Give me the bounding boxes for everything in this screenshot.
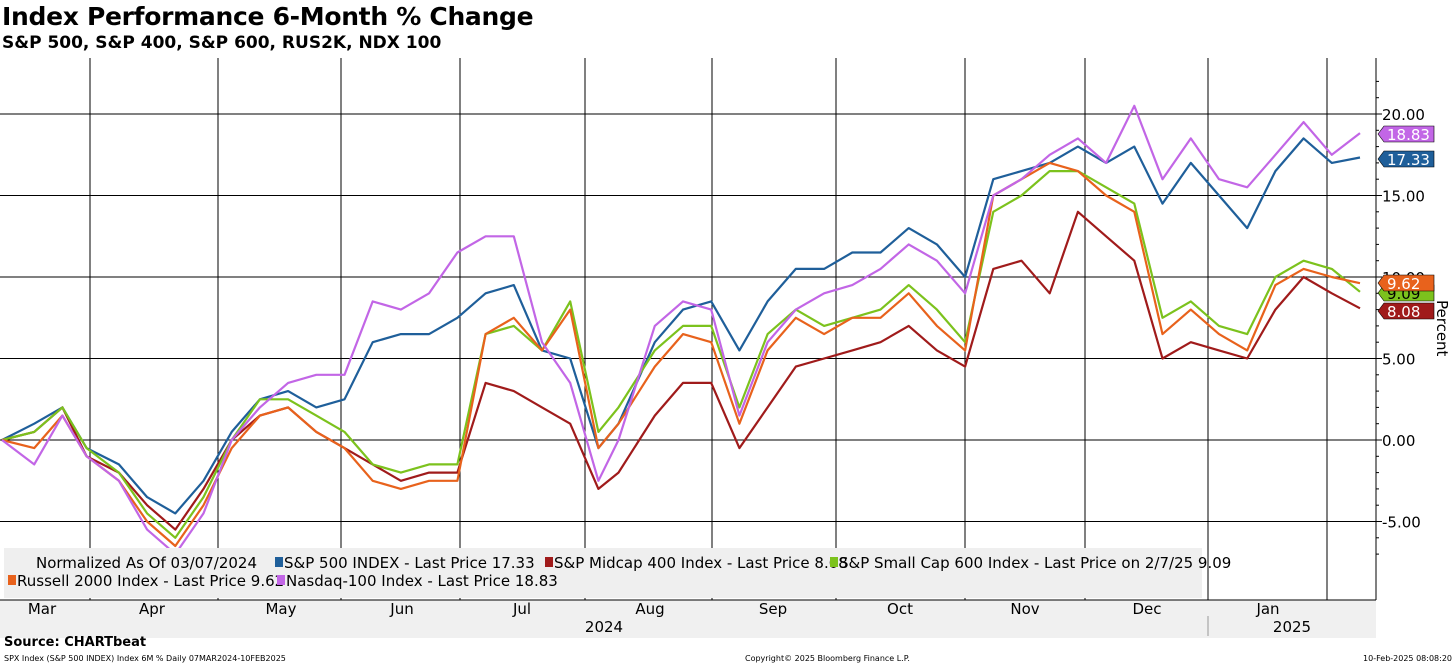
legend-swatch: [545, 557, 553, 567]
footer-copyright: Copyright© 2025 Bloomberg Finance L.P.: [745, 654, 910, 663]
last-value-tag: [1377, 150, 1435, 168]
x-month-label: Mar: [28, 600, 57, 618]
series-line: [1, 210, 1361, 531]
x-month-label: Nov: [1010, 600, 1039, 618]
x-month-label: Oct: [887, 600, 913, 618]
last-value-tag: [1377, 125, 1435, 143]
x-month-label: May: [265, 600, 296, 618]
series-line: [1, 170, 1361, 539]
legend-entry: S&P Midcap 400 Index - Last Price 8.08: [554, 554, 848, 572]
legend-swatch: [8, 575, 16, 585]
chart-subtitle: S&P 500, S&P 400, S&P 600, RUS2K, NDX 10…: [2, 33, 442, 53]
y-tick-label: 0.00: [1382, 432, 1415, 450]
legend-entry: Russell 2000 Index - Last Price 9.62: [17, 572, 284, 590]
series-lines: [1, 104, 1361, 556]
legend-swatch: [277, 575, 285, 585]
legend-entry: S&P 500 INDEX - Last Price 17.33: [284, 554, 535, 572]
chart-title: Index Performance 6-Month % Change: [2, 2, 534, 31]
last-value-tag: [1377, 302, 1435, 320]
y-axis: -5.000.005.0010.0015.0020.00Percent17.33…: [1376, 80, 1451, 555]
series-line: [1, 104, 1361, 556]
x-month-label: Jun: [389, 600, 413, 618]
last-value-label: 18.83: [1387, 126, 1430, 144]
x-month-label: Sep: [759, 600, 787, 618]
legend: Normalized As Of 03/07/2024 S&P 500 INDEX…: [4, 548, 1231, 598]
legend-box: [4, 548, 1202, 598]
legend-entry: S&P Small Cap 600 Index - Last Price on …: [839, 554, 1231, 572]
legend-normalized: Normalized As Of 03/07/2024: [36, 554, 257, 572]
y-axis-label: Percent: [1433, 300, 1451, 357]
x-year-label: 2024: [585, 618, 623, 636]
series-line: [1, 137, 1361, 515]
y-tick-label: -5.00: [1382, 514, 1421, 532]
last-value-label: 8.08: [1387, 303, 1420, 321]
series-line: [1, 161, 1361, 548]
x-axis-band: [0, 600, 1376, 638]
footer-timestamp: 10-Feb-2025 08:08:20: [1363, 654, 1452, 663]
last-value-label: 17.33: [1387, 151, 1430, 169]
x-month-label: Dec: [1132, 600, 1161, 618]
x-year-label: 2025: [1273, 618, 1311, 636]
legend-entry: Nasdaq-100 Index - Last Price 18.83: [286, 572, 558, 590]
x-axis: Mar Apr May Jun Jul Aug Sep Oct Nov Dec Jan 2024 202…: [0, 599, 1376, 638]
source-label: Source: CHARTbeat: [4, 635, 147, 650]
last-value-tag: [1377, 274, 1435, 292]
y-tick-label: 20.00: [1382, 106, 1425, 124]
x-month-label: Aug: [635, 600, 664, 618]
y-tick-label: 15.00: [1382, 188, 1425, 206]
footer-left: SPX Index (S&P 500 INDEX) Index 6M % Dai…: [4, 654, 286, 663]
x-month-label: Jan: [1255, 600, 1279, 618]
x-month-label: Apr: [139, 600, 166, 618]
y-tick-label: 5.00: [1382, 351, 1415, 369]
x-month-label: Jul: [512, 600, 531, 618]
last-value-label: 9.62: [1387, 275, 1420, 293]
legend-swatch: [275, 557, 283, 567]
legend-swatch: [830, 557, 838, 567]
